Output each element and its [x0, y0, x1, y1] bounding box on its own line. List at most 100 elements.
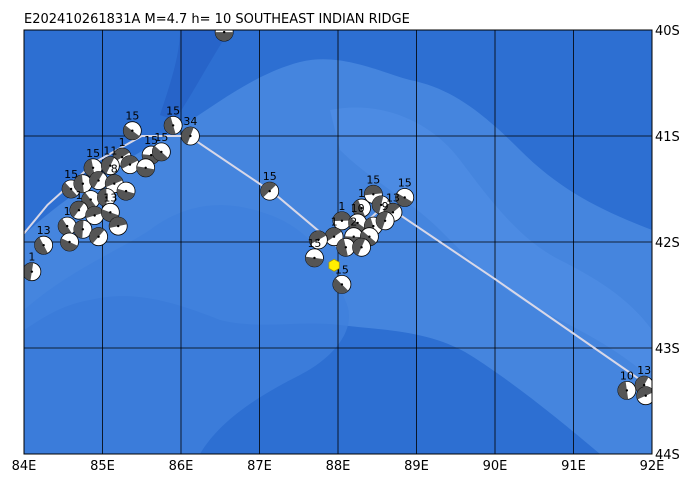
- event-label: 8: [111, 163, 118, 176]
- beachball-compression-quadrant: [85, 206, 104, 219]
- longitude-tick-label: 86E: [169, 459, 194, 474]
- focal-mechanism-beachball: [85, 206, 105, 225]
- latitude-labels: 40S 41S 42S 43S 44S: [655, 24, 680, 463]
- beachball-center: [128, 163, 132, 166]
- latitude-tick-label: 44S: [655, 448, 680, 463]
- latitude-tick-label: 43S: [655, 342, 680, 357]
- beachball-center: [91, 166, 95, 169]
- focal-mechanism-beachball: 11: [100, 145, 120, 176]
- beachball-compression-quadrant: [89, 171, 104, 189]
- event-label: 13: [103, 191, 117, 204]
- beachball-center: [352, 235, 355, 238]
- beachball-center: [109, 164, 112, 167]
- beachball-center: [113, 182, 116, 185]
- focal-mechanism-beachball: [73, 174, 93, 194]
- event-label: 15: [154, 131, 168, 144]
- beachball-center: [360, 206, 363, 210]
- beachball-compression-quadrant: [152, 145, 169, 161]
- event-label: 13: [37, 224, 51, 237]
- beachball-center: [372, 224, 375, 228]
- latitude-tick-label: 42S: [655, 236, 680, 251]
- beachball-compression-quadrant: [105, 174, 123, 188]
- longitude-labels: 84E 85E 86E 87E 88E 89E 90E 91E 92E: [12, 459, 665, 474]
- beachball-center: [77, 209, 81, 212]
- beachball-center: [131, 129, 134, 132]
- beachball-center: [109, 211, 112, 214]
- event-label: 15: [166, 104, 180, 117]
- longitude-tick-label: 87E: [247, 459, 272, 474]
- beachball-center: [105, 196, 108, 199]
- event-label: 11: [103, 145, 117, 158]
- event-label: 13: [386, 191, 400, 204]
- focal-mechanism-beachball: 1: [332, 200, 352, 231]
- latitude-tick-label: 40S: [655, 24, 680, 39]
- beachball-center: [625, 389, 629, 392]
- beachball-center: [97, 179, 100, 182]
- focal-mechanism-beachball: [97, 188, 116, 207]
- beachball-center: [379, 203, 383, 207]
- focal-mechanism-beachball: 15: [163, 104, 183, 135]
- focal-mechanism-beachball: 13: [100, 191, 120, 222]
- event-label: 15: [366, 173, 380, 186]
- beachball-center: [642, 383, 646, 387]
- beachball-center: [81, 182, 85, 185]
- event-label: 15: [86, 147, 100, 160]
- focal-mechanism-beachball: [308, 230, 328, 250]
- beachball-center: [120, 156, 124, 159]
- focal-mechanism-beachball: [89, 171, 108, 190]
- beachball-compression-quadrant: [395, 192, 413, 207]
- beachball-compression-quadrant: [109, 217, 128, 228]
- beachball-center: [149, 153, 153, 157]
- beachball-center: [340, 283, 344, 286]
- beachball-center: [68, 240, 71, 244]
- beachball-compression-quadrant: [101, 156, 115, 174]
- event-label: 1: [331, 216, 338, 229]
- focal-mechanism-beachball: 1: [57, 205, 77, 236]
- beachball-compression-quadrant: [60, 238, 78, 251]
- beachball-center: [30, 270, 34, 273]
- focal-mechanism-beachball: [636, 386, 652, 406]
- beachball-center: [97, 235, 100, 238]
- event-label: 1: [64, 205, 71, 218]
- beachball-center: [144, 166, 147, 169]
- focal-mechanism-beachball: [120, 155, 140, 175]
- focal-mechanism-beachball: [108, 216, 128, 236]
- beachball-compression-quadrant: [113, 148, 130, 162]
- beachball-center: [69, 187, 73, 191]
- event-label: 1: [338, 200, 345, 213]
- event-label: 15: [398, 176, 412, 189]
- beachball-compression-quadrant: [117, 188, 135, 201]
- beachball-center: [124, 189, 128, 193]
- beachball-center: [368, 235, 371, 238]
- beachball-center: [391, 211, 395, 214]
- beachball-center: [117, 224, 120, 228]
- focal-mechanism-beachball: [116, 181, 136, 201]
- beachball-center: [65, 224, 69, 228]
- focal-mechanism-beachball: [136, 158, 156, 178]
- beachball-compression-quadrant: [332, 211, 351, 222]
- beachball-compression-quadrant: [305, 256, 324, 267]
- beachball-compression-quadrant: [372, 195, 384, 214]
- beachball-compression-quadrant: [260, 182, 277, 198]
- latitude-tick-label: 41S: [655, 130, 680, 145]
- longitude-tick-label: 85E: [90, 459, 115, 474]
- focal-mechanism-beachball: 1: [352, 187, 371, 218]
- event-label: 34: [183, 115, 197, 128]
- focal-mechanism-beachball: 15: [61, 168, 81, 199]
- beachball-compression-quadrant: [73, 220, 84, 239]
- focal-mechanism-beachball: 15: [395, 176, 415, 207]
- focal-mechanism-beachball: 9: [375, 200, 395, 231]
- focal-mechanism-beachball: [60, 232, 79, 252]
- focal-mechanism-beachball: 10: [617, 369, 637, 400]
- beachball-center: [372, 193, 375, 196]
- longitude-tick-label: 84E: [12, 459, 37, 474]
- event-label: 15: [263, 170, 277, 183]
- event-label: 1: [28, 251, 35, 264]
- beachball-center: [222, 30, 226, 34]
- beachball-center: [356, 221, 359, 225]
- beachball-compression-quadrant: [123, 125, 140, 140]
- event-label: 13: [637, 364, 651, 377]
- longitude-tick-label: 90E: [483, 459, 508, 474]
